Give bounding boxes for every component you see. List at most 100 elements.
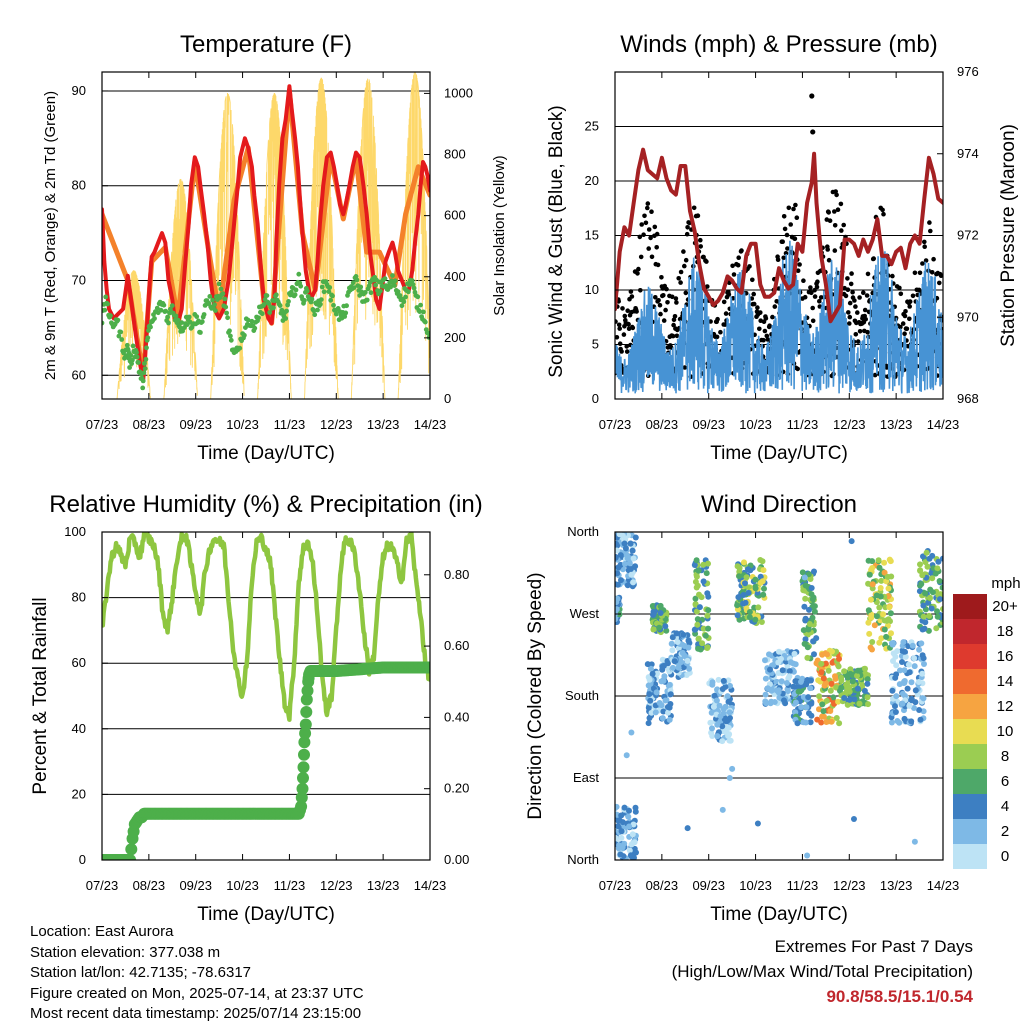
wind-direction-point xyxy=(707,719,714,726)
wind_direction-xtick-label: 10/23 xyxy=(739,878,772,893)
gust-point xyxy=(637,234,643,240)
colorbar-label: 16 xyxy=(997,648,1014,665)
wind-direction-point xyxy=(864,694,871,701)
wind-direction-point xyxy=(854,667,861,674)
gust-point xyxy=(852,298,857,303)
wind-direction-point xyxy=(881,569,888,576)
gust-point xyxy=(904,326,910,332)
gust-point xyxy=(871,256,876,261)
wind-direction-point xyxy=(659,656,666,663)
gust-point xyxy=(762,328,768,334)
wind-direction-point xyxy=(700,625,707,632)
winds-ytick-label: 20 xyxy=(585,173,599,188)
wind-direction-point xyxy=(908,679,915,686)
gust-point xyxy=(645,205,650,211)
dewpoint-point xyxy=(284,308,289,314)
humidity-ytick-label: 100 xyxy=(64,524,86,539)
gust-point xyxy=(674,333,680,339)
wind-direction-point xyxy=(767,666,773,673)
dewpoint-point xyxy=(166,320,171,326)
dewpoint-point xyxy=(403,294,408,300)
gust-point xyxy=(698,244,703,249)
humidity-ytick-right-label: 0.60 xyxy=(444,638,469,653)
wind-direction-point xyxy=(876,564,883,571)
station-elevation: Station elevation: 377.038 m xyxy=(30,943,221,961)
wind-direction-point xyxy=(922,559,929,566)
wind-direction-point xyxy=(808,712,815,719)
gust-point xyxy=(826,257,832,263)
temperature-xtick-label: 14/23 xyxy=(414,417,447,432)
dewpoint-point xyxy=(330,293,335,299)
dewpoint-point xyxy=(264,293,270,298)
wind-direction-point xyxy=(911,655,918,662)
wind-direction-point xyxy=(752,616,759,623)
temp-2m-line-group xyxy=(102,84,430,382)
colorbar-label: 14 xyxy=(997,673,1014,690)
wind-direction-point xyxy=(833,715,840,721)
dewpoint-point xyxy=(201,312,207,317)
wind-direction-point xyxy=(781,697,787,704)
gust-point xyxy=(731,272,737,277)
rainfall-point xyxy=(295,800,308,813)
wind-direction-point xyxy=(865,701,871,708)
gust-point xyxy=(832,223,838,228)
wind-direction-point xyxy=(932,570,939,577)
gust-point xyxy=(847,314,853,320)
wind-direction-point xyxy=(823,697,830,704)
dewpoint-point xyxy=(318,297,324,302)
wind-direction-point xyxy=(624,555,631,562)
wind-direction-point xyxy=(646,691,653,698)
wind-direction-point xyxy=(652,709,659,716)
wind-direction-point xyxy=(899,690,906,697)
gust-point xyxy=(801,278,806,284)
dewpoint-point xyxy=(140,378,146,384)
gust-point xyxy=(715,316,720,322)
humidity-ytick-label: 40 xyxy=(72,721,86,736)
wind_direction-ylabel: Direction (Colored By Speed) xyxy=(525,572,546,819)
wind-direction-point xyxy=(669,664,676,671)
wind-direction-point xyxy=(762,675,769,682)
gust-point xyxy=(665,300,670,305)
wind-direction-point xyxy=(928,605,935,612)
wind-direction-point xyxy=(719,738,726,745)
dewpoint-point xyxy=(177,324,183,330)
colorbar-swatch xyxy=(953,669,987,694)
wind-direction-point xyxy=(820,675,827,682)
winds-ytick-label: 5 xyxy=(592,337,599,352)
gust-point xyxy=(764,333,770,339)
wind-direction-point xyxy=(757,557,764,563)
wind-direction-point xyxy=(892,674,899,681)
wind-direction-point xyxy=(835,698,842,705)
gust-point xyxy=(621,332,627,337)
dewpoint-point xyxy=(277,303,283,308)
wind-direction-point xyxy=(933,625,940,632)
winds-ytick-label: 25 xyxy=(585,119,599,134)
wind-direction-point xyxy=(810,638,817,645)
wind-direction-point xyxy=(667,691,674,698)
wind-direction-point xyxy=(811,608,818,615)
gust-point xyxy=(907,316,912,322)
wind-direction-point xyxy=(888,640,895,647)
wind-direction-point xyxy=(911,838,918,845)
colorbar-swatch xyxy=(953,719,987,744)
wind-direction-point xyxy=(854,685,861,692)
wind_direction-xtick-label: 11/23 xyxy=(787,878,819,893)
temperature-ytick-right-label: 200 xyxy=(444,330,466,345)
wind-direction-point xyxy=(702,632,709,639)
wind-direction-point xyxy=(846,688,853,695)
gust-point xyxy=(620,306,625,311)
wind-direction-point xyxy=(796,688,803,695)
dewpoint-point xyxy=(395,289,401,295)
wind-direction-point xyxy=(926,612,933,619)
colorbar-label: 4 xyxy=(1001,798,1009,815)
gust-point xyxy=(795,268,801,274)
gust-point xyxy=(863,317,868,322)
wind-direction-point xyxy=(735,594,742,601)
wind-direction-point xyxy=(618,828,625,835)
dewpoint-point xyxy=(311,308,317,314)
dewpoint-point xyxy=(144,345,149,351)
gust-point xyxy=(781,214,787,219)
wind-direction-point xyxy=(894,648,901,655)
dewpoint-point xyxy=(344,303,349,309)
wind-direction-point xyxy=(762,657,768,664)
